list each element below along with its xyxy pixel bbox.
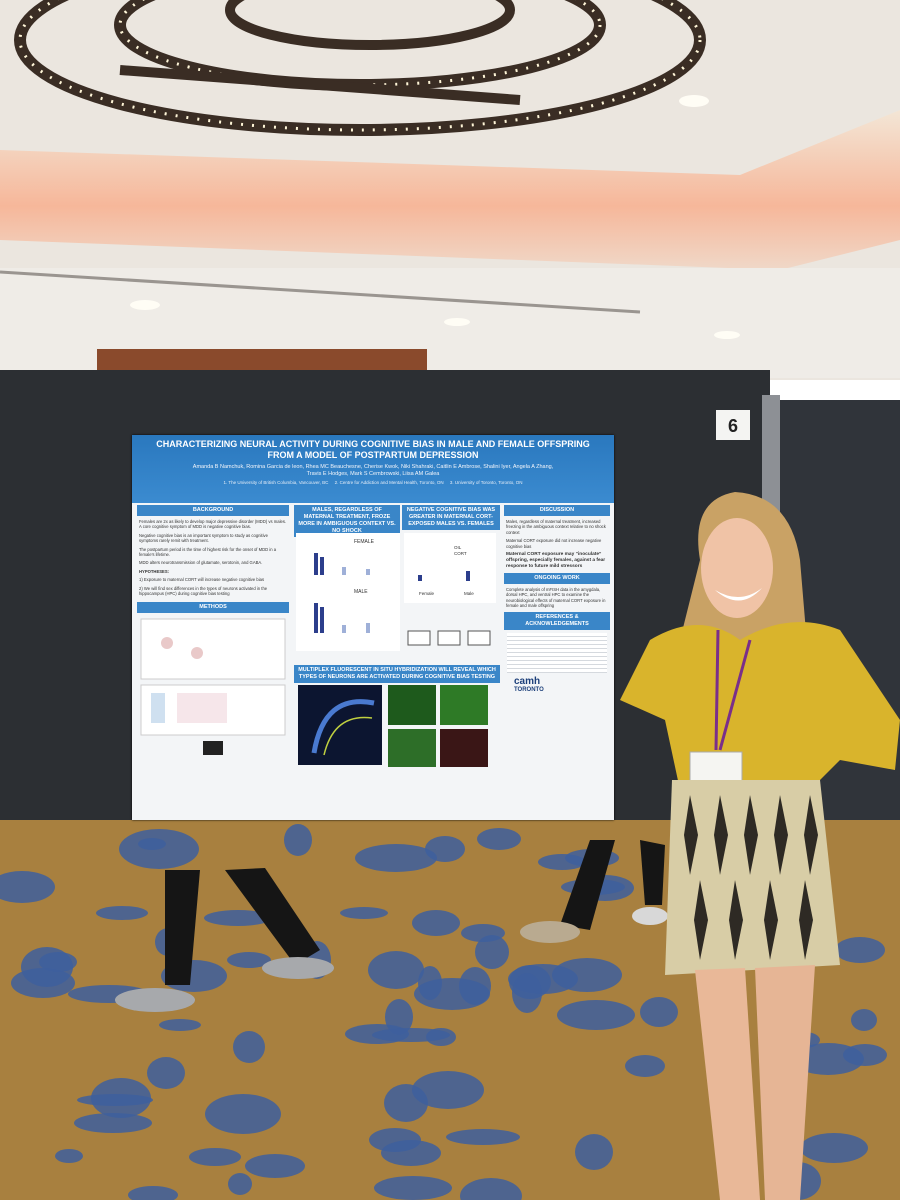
number-card bbox=[716, 410, 750, 440]
legend-label: OIL bbox=[454, 545, 462, 550]
carpet-bloom bbox=[374, 1176, 452, 1200]
pole bbox=[762, 395, 780, 535]
carpet-bloom bbox=[233, 1031, 265, 1063]
carpet-bloom bbox=[159, 1019, 201, 1031]
carpet-bloom bbox=[284, 824, 312, 856]
ongoing-point: Complete analysis of mFISH data in the a… bbox=[506, 587, 606, 609]
hypotheses: 1) Exposure to maternal CORT will increa… bbox=[137, 577, 289, 596]
carpet-bloom bbox=[475, 935, 509, 969]
carpet-bloom bbox=[96, 906, 148, 920]
carpet-bloom bbox=[228, 1173, 252, 1195]
logo: camh bbox=[514, 675, 541, 687]
carpet-bloom bbox=[381, 1140, 441, 1166]
panel-label: MALE bbox=[354, 589, 368, 595]
legend-label: CORT bbox=[454, 551, 467, 556]
carpet-bloom bbox=[835, 937, 885, 963]
carpet-bloom bbox=[147, 1057, 185, 1089]
booth-number: 6 bbox=[728, 416, 738, 436]
carpet-bloom bbox=[640, 997, 678, 1027]
group-label: Male bbox=[464, 591, 474, 596]
section-heading: MALES, REGARDLESS OF MATERNAL TREATMENT,… bbox=[294, 505, 400, 537]
vent bbox=[0, 270, 641, 314]
poster: CHARACTERIZING NEURAL ACTIVITY DURING CO… bbox=[132, 435, 614, 820]
carpet-bloom bbox=[843, 1044, 887, 1066]
background-paragraph: Females are 2x as likely to develop majo… bbox=[139, 519, 287, 530]
discussion-points: Males, regardless of maternal treatment,… bbox=[504, 519, 610, 549]
references-text bbox=[507, 632, 607, 673]
section-heading: REFERENCES & ACKNOWLEDGEMENTS bbox=[504, 611, 610, 630]
poster-header: CHARACTERIZING NEURAL ACTIVITY DURING CO… bbox=[132, 435, 614, 503]
carpet-bloom bbox=[575, 1134, 613, 1170]
carpet-bloom bbox=[205, 1094, 281, 1134]
right-column: DISCUSSION Males, regardless of maternal… bbox=[504, 505, 610, 815]
panel-label: FEMALE bbox=[354, 539, 375, 545]
hypothesis: 2) We will find sex differences in the t… bbox=[139, 585, 268, 597]
ceiling-lights bbox=[130, 95, 740, 339]
background-text: Females are 2x as likely to develop majo… bbox=[137, 519, 289, 566]
carpet-bloom bbox=[204, 910, 272, 926]
carpet-bloom bbox=[557, 1000, 635, 1030]
carpet-bloom bbox=[91, 1078, 151, 1118]
carpet-bloom bbox=[74, 1113, 152, 1133]
carpet-bloom bbox=[461, 924, 505, 942]
carpet-bloom bbox=[512, 973, 542, 1013]
fish-images bbox=[298, 685, 488, 767]
carpet-bloom bbox=[414, 978, 490, 1010]
background-paragraph: The postpartum period is the time of hig… bbox=[139, 546, 277, 558]
cove-light bbox=[0, 110, 900, 270]
left-column: BACKGROUND Females are 2x as likely to d… bbox=[137, 505, 289, 815]
carpet-bloom bbox=[0, 871, 55, 903]
carpet-bloom bbox=[372, 1028, 450, 1042]
section-heading: NEGATIVE COGNITIVE BIAS WAS GREATER IN M… bbox=[402, 505, 500, 530]
presenter bbox=[620, 492, 900, 1200]
poster-authors: Amanda B Namchuk, Romina Garcia de leon,… bbox=[192, 464, 554, 477]
logo: TORONTO bbox=[514, 686, 544, 693]
carpet-bloom bbox=[538, 854, 586, 870]
result-figures: FEMALE MALE OIL CORT Female Male bbox=[296, 533, 496, 651]
carpet-bloom bbox=[227, 952, 271, 968]
discussion-point: Maternal CORT exposure did not increase … bbox=[506, 538, 602, 549]
carpet-bloom bbox=[340, 907, 388, 919]
hypotheses-heading: HYPOTHESES: bbox=[139, 568, 170, 574]
carpet-bloom bbox=[412, 1071, 484, 1109]
carpet-bloom bbox=[368, 951, 424, 989]
carpet-bloom bbox=[446, 1129, 520, 1145]
carpet-bloom bbox=[138, 838, 166, 850]
ongoing-points: Complete analysis of mFISH data in the a… bbox=[504, 587, 610, 609]
carpet-bloom bbox=[355, 844, 437, 872]
poster-title: CHARACTERIZING NEURAL ACTIVITY DURING CO… bbox=[156, 439, 590, 460]
carpet-bloom bbox=[552, 958, 622, 992]
carpet-bloom bbox=[460, 1178, 522, 1200]
carpet-bloom bbox=[851, 1009, 877, 1031]
carpet-bloom bbox=[128, 1186, 178, 1200]
carpet-bloom bbox=[245, 1154, 305, 1178]
chandelier bbox=[14, 0, 706, 136]
carpet-bloom bbox=[800, 1133, 868, 1163]
poster-affiliations: 1. The University of British Columbia, V… bbox=[223, 480, 523, 485]
section-heading: ONGOING WORK bbox=[504, 573, 610, 585]
background-paragraph: MDD alters neurotransmission of glutamat… bbox=[139, 560, 263, 566]
section-heading: DISCUSSION bbox=[504, 505, 610, 516]
carpet-bloom bbox=[477, 828, 521, 850]
discussion-conclusion: Maternal CORT exposure may “inoculate” o… bbox=[506, 552, 606, 570]
passerby-legs bbox=[115, 840, 668, 1012]
discussion-point: Males, regardless of maternal treatment,… bbox=[506, 519, 606, 535]
carpet-bloom bbox=[189, 1148, 241, 1166]
section-heading: MULTIPLEX FLUORESCENT IN SITU HYBRIDIZAT… bbox=[294, 665, 500, 683]
hypothesis: 1) Exposure to maternal CORT will increa… bbox=[139, 577, 265, 583]
background-paragraph: Negative cognitive bias is an important … bbox=[139, 532, 268, 544]
carpet-bloom bbox=[21, 947, 73, 987]
group-label: Female bbox=[419, 591, 435, 596]
middle-column: MALES, REGARDLESS OF MATERNAL TREATMENT,… bbox=[294, 505, 500, 815]
carpet-bloom bbox=[55, 1149, 83, 1163]
carpet-bloom bbox=[412, 910, 460, 936]
methods-diagram bbox=[140, 618, 286, 756]
section-heading: BACKGROUND bbox=[137, 505, 289, 516]
carpet-bloom bbox=[625, 1055, 665, 1077]
section-heading: METHODS bbox=[137, 602, 289, 614]
